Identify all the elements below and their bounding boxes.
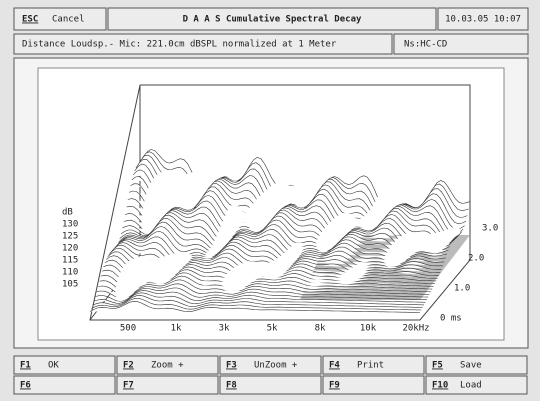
- function-key[interactable]: [425, 375, 528, 395]
- key-label: Save: [460, 361, 482, 371]
- info-box: [13, 33, 393, 55]
- x-label: 8k: [315, 324, 326, 334]
- z-label: 3.0: [482, 224, 498, 234]
- decay-slice: [89, 301, 421, 313]
- y-label: 105: [62, 280, 78, 290]
- key-name: F10: [432, 381, 448, 391]
- x-label: 20kHz: [402, 324, 429, 334]
- x-label: 500: [120, 324, 136, 334]
- x-label: 5k: [267, 324, 278, 334]
- z-label: 1.0: [454, 284, 470, 294]
- decay-slice: [95, 290, 426, 303]
- key-label: UnZoom +: [254, 361, 298, 371]
- decay-slice: [98, 283, 429, 298]
- title: D A A S Cumulative Spectral Decay: [183, 14, 362, 25]
- key-name: F8: [226, 381, 237, 391]
- waterfall: [89, 84, 471, 321]
- function-key[interactable]: [116, 375, 219, 395]
- cancel-label: Cancel: [52, 15, 85, 25]
- frame-edge: [89, 84, 471, 321]
- y-unit: dB: [62, 208, 73, 218]
- y-label: 130: [62, 220, 78, 230]
- x-label: 3k: [219, 324, 230, 334]
- esc-key: ESC: [22, 15, 38, 25]
- decay-slice: [96, 287, 427, 300]
- decay-slice: [92, 295, 423, 308]
- x-label: 1k: [171, 324, 182, 334]
- z-label: 2.0: [468, 254, 484, 264]
- z-label: 0 ms: [440, 314, 462, 324]
- y-label: 120: [62, 244, 78, 254]
- title-bar: [107, 7, 437, 31]
- key-label: Load: [460, 381, 482, 391]
- axis-labels: 130 125 120 115 110 105 500 1k 3k 5k 8k 10k 20kHz 3.0…: [62, 220, 498, 334]
- function-key[interactable]: [13, 375, 116, 395]
- y-label: 110: [62, 268, 78, 278]
- function-key[interactable]: [425, 355, 528, 375]
- decay-slice: [99, 279, 430, 295]
- function-key[interactable]: [219, 375, 322, 395]
- y-label: 115: [62, 256, 78, 266]
- x-label: 10k: [360, 324, 377, 334]
- datetime: 10.03.05 10:07: [445, 15, 521, 25]
- function-key[interactable]: [219, 355, 322, 375]
- key-name: F5: [432, 361, 443, 371]
- cancel-button[interactable]: [13, 7, 107, 31]
- function-key[interactable]: [116, 355, 219, 375]
- key-label: Zoom +: [151, 361, 184, 371]
- key-name: F7: [123, 381, 134, 391]
- key-name: F6: [20, 381, 31, 391]
- function-key[interactable]: [13, 355, 116, 375]
- clock-box: [437, 7, 529, 31]
- file-box: [393, 33, 529, 55]
- key-label: OK: [48, 361, 59, 371]
- decay-slice: [91, 298, 422, 311]
- key-name: F3: [226, 361, 237, 371]
- key-name: F1: [20, 361, 31, 371]
- function-key[interactable]: [322, 355, 425, 375]
- y-label: 125: [62, 232, 78, 242]
- key-name: F2: [123, 361, 134, 371]
- info-text: Distance Loudsp.- Mic: 221.0cm dBSPL nor…: [22, 40, 337, 50]
- key-name: F4: [329, 361, 340, 371]
- function-key[interactable]: [322, 375, 425, 395]
- key-name: F9: [329, 381, 340, 391]
- key-label: Print: [357, 361, 384, 371]
- function-keys: F1 OK F2 Zoom + F3 UnZoom + F4 Print F5 Save F6 F7 F…: [13, 355, 528, 395]
- file-name: Ns:HC-CD: [404, 40, 447, 50]
